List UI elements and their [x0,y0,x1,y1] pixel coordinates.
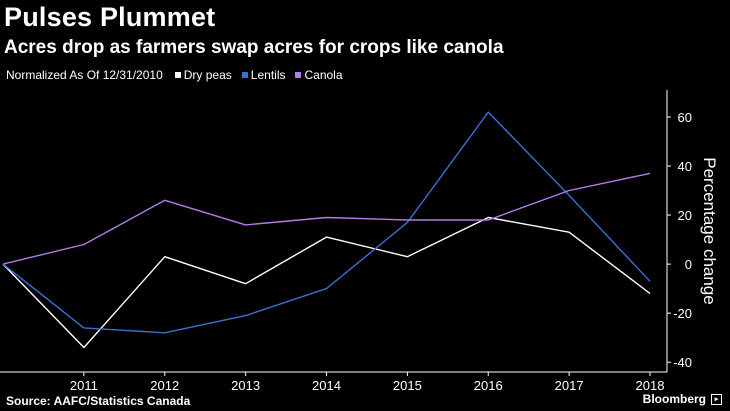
series-line-dry-peas [2,216,651,349]
y-tick-label: 0 [685,257,692,272]
x-tick-label: 2015 [393,378,422,393]
legend-item-lentils: Lentils [241,68,286,82]
normalization-note: Normalized As Of 12/31/2010 [6,68,163,82]
y-tick-label: 20 [678,208,692,223]
y-tick-label: -20 [673,306,692,321]
legend-item-canola: Canola [295,68,343,82]
source-note: Source: AAFC/Statistics Canada [6,394,191,408]
brand-name: Bloomberg [642,392,706,406]
y-tick-label: 40 [678,159,692,174]
chart-subtitle: Acres drop as farmers swap acres for cro… [4,37,504,58]
x-tick-label: 2013 [231,378,260,393]
y-tick-label: 60 [678,110,692,125]
y-axis-label: Percentage change [700,157,719,304]
x-tick-label: 2018 [636,378,665,393]
bloomberg-brand: Bloomberg ▸ [643,392,722,406]
x-tick-label: 2012 [150,378,179,393]
legend-swatch-lentils [241,72,248,78]
series-line-canola [2,172,651,265]
legend-label-canola: Canola [304,68,343,82]
legend-swatch-dry-peas [174,72,181,78]
chart-title: Pulses Plummet [4,2,216,32]
x-tick-label: 2014 [312,378,341,393]
legend-swatch-canola [295,72,302,78]
legend-label-lentils: Lentils [250,68,286,82]
y-tick-label: -40 [673,355,692,370]
legend-item-dry-peas: Dry peas [174,68,232,82]
series-line-lentils [2,111,651,334]
legend-label-dry-peas: Dry peas [183,68,232,82]
legend: Normalized As Of 12/31/2010 Dry peas Len… [6,68,353,82]
x-tick-label: 2011 [70,378,98,393]
x-tick-label: 2017 [555,378,584,393]
x-tick-label: 2016 [474,378,503,393]
bloomberg-box-icon: ▸ [711,393,722,405]
